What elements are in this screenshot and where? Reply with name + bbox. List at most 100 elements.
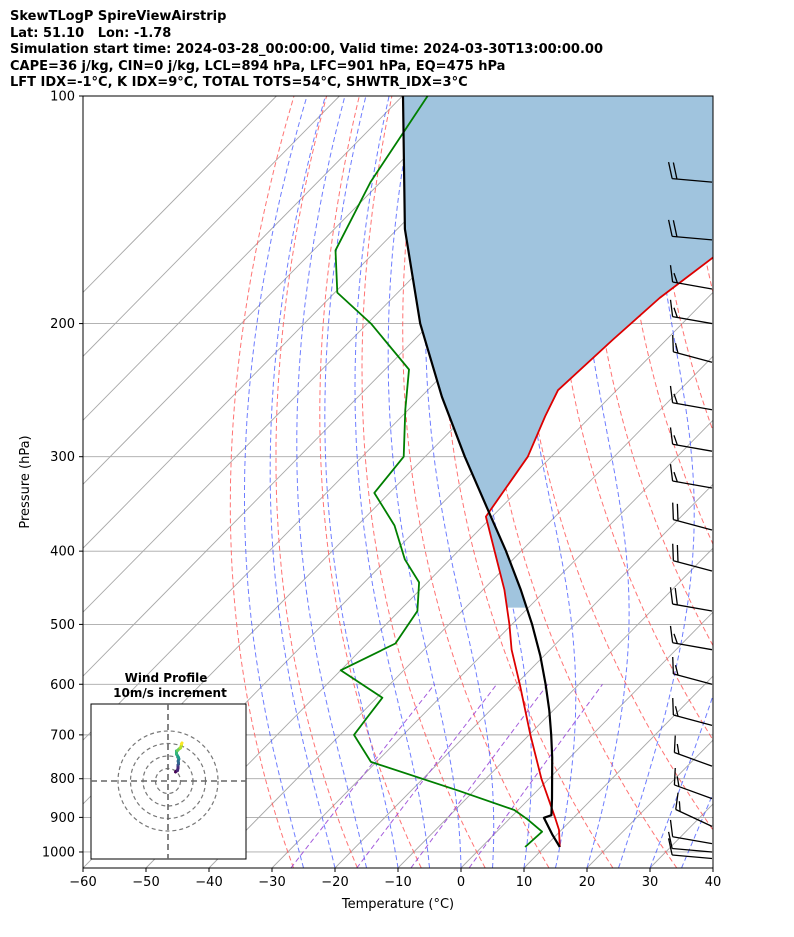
dry-adiabat-line bbox=[619, 96, 713, 546]
profile-lines bbox=[334, 96, 713, 848]
wind-barb bbox=[672, 656, 713, 685]
hodograph-inset: Wind Profile 10m/s increment bbox=[90, 671, 247, 860]
y-tick-label: 700 bbox=[50, 728, 75, 743]
chart-title: SkewTLogP SpireViewAirstrip bbox=[10, 9, 227, 24]
y-axis-label: Pressure (hPa) bbox=[18, 435, 33, 528]
wind-barb bbox=[672, 334, 713, 363]
wind-barb bbox=[673, 735, 713, 767]
axes: −60 −50 −40 −30 −20 −10 0 10 20 30 40 100 200 300 400 5… bbox=[42, 90, 721, 891]
mixing-ratio-line bbox=[410, 683, 549, 868]
dry-adiabat-line bbox=[551, 96, 713, 741]
x-tick-label: 40 bbox=[705, 875, 722, 890]
x-tick-label: −20 bbox=[321, 875, 348, 890]
moist-adiabat-line bbox=[324, 96, 399, 868]
moist-adiabat-line bbox=[577, 96, 630, 868]
y-tick-label: 100 bbox=[50, 90, 75, 105]
x-tick-label: −30 bbox=[258, 875, 285, 890]
mixing-ratio-line bbox=[468, 684, 603, 868]
dry-adiabat-line bbox=[275, 96, 358, 868]
y-tick-label: 800 bbox=[50, 772, 75, 787]
moist-adiabat-line bbox=[618, 96, 695, 868]
cape-fill bbox=[403, 96, 713, 608]
hodograph-segment bbox=[180, 741, 184, 746]
dewpoint-line bbox=[334, 96, 543, 848]
y-tick-label: 1000 bbox=[42, 845, 75, 860]
wind-barb bbox=[672, 502, 713, 531]
moist-adiabat-line bbox=[712, 866, 713, 868]
wind-barb bbox=[669, 385, 713, 411]
isotherm-line bbox=[460, 611, 713, 868]
mixing-ratio-line bbox=[356, 683, 498, 868]
moist-adiabat-line bbox=[354, 96, 430, 868]
hodograph-subtitle: 10m/s increment bbox=[113, 686, 227, 700]
moist-adiabat-line bbox=[745, 96, 794, 868]
dry-adiabat-line bbox=[784, 96, 794, 868]
hodograph-title: Wind Profile bbox=[125, 671, 208, 685]
dry-adiabat-line bbox=[229, 96, 295, 868]
wind-barb bbox=[672, 543, 713, 572]
wind-barb bbox=[672, 698, 713, 726]
moist-adiabat-line bbox=[424, 96, 495, 868]
isotherm-line bbox=[83, 96, 340, 357]
mixing-ratio-line bbox=[290, 683, 435, 868]
cape-area bbox=[403, 96, 713, 608]
moist-adiabat-line bbox=[244, 96, 308, 868]
dry-adiabat-line bbox=[751, 96, 794, 868]
moist-adiabat-line bbox=[296, 96, 367, 868]
x-tick-label: −60 bbox=[69, 875, 96, 890]
cape-indices-line: CAPE=36 j/kg, CIN=0 j/kg, LCL=894 hPa, L… bbox=[10, 58, 506, 74]
wind-barb bbox=[675, 792, 713, 827]
chart-header: SkewTLogP SpireViewAirstrip Lat: 51.10 L… bbox=[10, 9, 603, 92]
dry-adiabat-line bbox=[718, 96, 794, 868]
x-tick-label: −40 bbox=[195, 875, 222, 890]
moist-adiabat-line bbox=[681, 792, 713, 868]
wind-barb bbox=[669, 587, 713, 612]
wind-barb bbox=[673, 767, 713, 800]
mixing-ratio-lines bbox=[290, 683, 603, 868]
y-tick-label: 600 bbox=[50, 678, 75, 693]
y-tick-label: 900 bbox=[50, 811, 75, 826]
y-tick-label: 200 bbox=[50, 317, 75, 332]
wind-barb bbox=[667, 831, 713, 853]
location-line: Lat: 51.10 Lon: -1.78 bbox=[10, 25, 172, 41]
wind-barb bbox=[667, 219, 713, 241]
x-tick-label: 10 bbox=[516, 875, 533, 890]
isotherm-line bbox=[145, 291, 713, 868]
y-tick-label: 400 bbox=[50, 545, 75, 560]
x-tick-label: −50 bbox=[132, 875, 159, 890]
x-axis-label: Temperature (°C) bbox=[341, 897, 454, 912]
isotherm-line bbox=[83, 96, 466, 485]
isotherm-line bbox=[271, 419, 713, 868]
isotherm-line bbox=[83, 96, 403, 421]
dry-adiabat-line bbox=[402, 96, 550, 868]
isotherm-line bbox=[523, 675, 713, 868]
wind-barb bbox=[667, 161, 713, 183]
isotherm-line bbox=[334, 483, 713, 868]
x-tick-label: 0 bbox=[457, 875, 465, 890]
y-tick-label: 500 bbox=[50, 618, 75, 633]
pressure-gridlines bbox=[83, 96, 713, 853]
wind-barb bbox=[669, 819, 713, 845]
y-tick-label: 300 bbox=[50, 450, 75, 465]
stability-indices-line: LFT IDX=-1°C, K IDX=9°C, TOTAL TOTS=54°C… bbox=[10, 75, 468, 90]
dry-adiabat-line bbox=[516, 96, 713, 831]
wind-barbs bbox=[667, 161, 713, 860]
hodograph-ring bbox=[117, 730, 219, 832]
moist-adiabat-line bbox=[269, 96, 336, 868]
wind-barb bbox=[669, 464, 713, 489]
wind-barb bbox=[669, 625, 713, 651]
moist-adiabat-line bbox=[649, 694, 713, 868]
temperature-line bbox=[484, 256, 713, 848]
parcel-line bbox=[401, 96, 561, 848]
isotherm-line bbox=[83, 96, 277, 294]
isotherm-line bbox=[83, 96, 529, 549]
x-tick-label: 20 bbox=[579, 875, 596, 890]
simulation-time-line: Simulation start time: 2024-03-28_00:00:… bbox=[10, 42, 603, 57]
wind-barb bbox=[669, 299, 713, 325]
wind-barb bbox=[669, 427, 713, 452]
isotherm-line bbox=[397, 547, 713, 868]
x-tick-label: 30 bbox=[642, 875, 659, 890]
moist-adiabat-line bbox=[387, 96, 462, 868]
x-tick-label: −10 bbox=[384, 875, 411, 890]
